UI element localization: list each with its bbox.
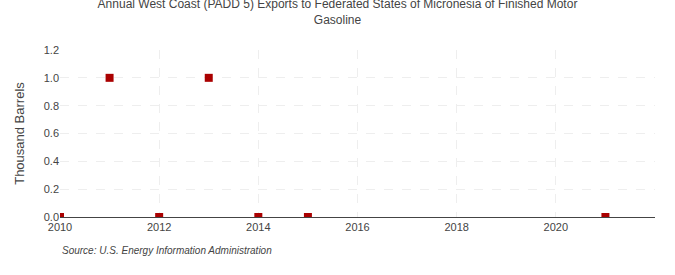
svg-text:0.6: 0.6 [44,127,59,139]
svg-text:2018: 2018 [444,221,468,233]
svg-text:0.4: 0.4 [44,155,59,167]
svg-text:Thousand Barrels: Thousand Barrels [12,82,27,185]
svg-text:2010: 2010 [48,221,72,233]
svg-text:2020: 2020 [544,221,568,233]
svg-text:2016: 2016 [345,221,369,233]
svg-text:Source: U.S. Energy Informatio: Source: U.S. Energy Information Administ… [62,245,272,256]
svg-text:Annual West Coast (PADD 5) Exp: Annual West Coast (PADD 5) Exports to Fe… [98,0,578,27]
svg-text:2012: 2012 [147,221,171,233]
svg-text:0.0: 0.0 [44,211,59,223]
svg-text:0.2: 0.2 [44,183,59,195]
svg-text:2014: 2014 [246,221,270,233]
svg-text:0.8: 0.8 [44,100,59,112]
svg-text:1.2: 1.2 [44,44,59,56]
svg-text:1.0: 1.0 [44,72,59,84]
